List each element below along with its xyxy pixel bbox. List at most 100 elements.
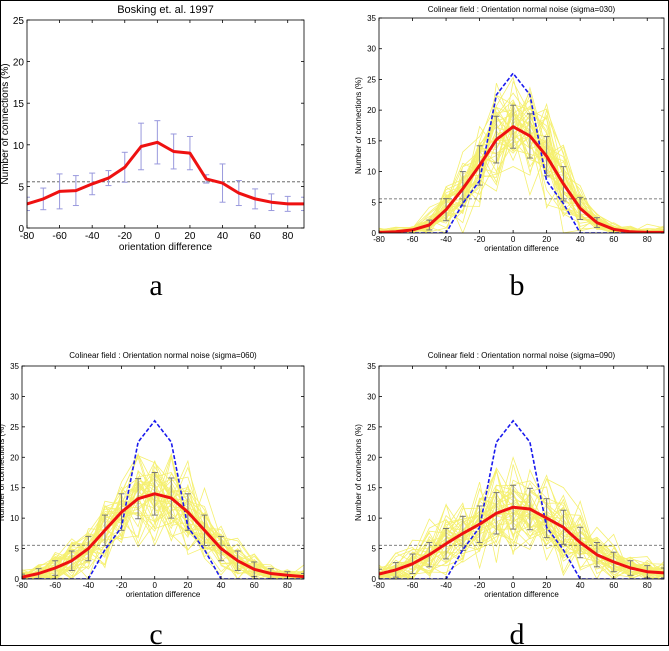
x-tick-label: 40 bbox=[217, 231, 229, 242]
y-tick-label: 20 bbox=[10, 453, 19, 462]
y-axis-label: Number of connections (%) bbox=[0, 424, 6, 521]
sample-curve bbox=[379, 487, 664, 577]
y-tick-label: 20 bbox=[367, 453, 376, 462]
chart-title: Colinear field : Orientation normal nois… bbox=[428, 351, 616, 360]
x-tick-label: 60 bbox=[250, 581, 259, 590]
x-tick-label: -60 bbox=[49, 581, 61, 590]
sample-curve bbox=[22, 486, 304, 579]
mean-line bbox=[379, 125, 664, 233]
y-tick-label: 15 bbox=[10, 484, 19, 493]
x-tick-label: -20 bbox=[118, 231, 133, 242]
y-tick-label: 10 bbox=[367, 514, 376, 523]
y-tick-label: 20 bbox=[367, 106, 376, 115]
sample-curve bbox=[379, 511, 664, 579]
x-tick-label: 60 bbox=[250, 231, 262, 242]
model-line bbox=[22, 419, 304, 579]
panel-a: -80 -60 -40 -20 0 20 40 60 80 0 5 10 15 20 25 Bosking e… bbox=[0, 4, 305, 302]
panel-c: -80 -60 -40 -20 0 20 40 60 80 0 5 10 15 20 25 30 35 Colin… bbox=[0, 351, 305, 651]
plot-area bbox=[27, 120, 304, 212]
x-tick-label: -60 bbox=[52, 231, 67, 242]
x-tick-label: 80 bbox=[282, 231, 294, 242]
y-tick-label: 5 bbox=[18, 182, 24, 193]
sample-curve bbox=[22, 494, 304, 579]
y-tick-label: 5 bbox=[372, 545, 377, 554]
axes-box bbox=[378, 365, 665, 580]
x-tick-label: 20 bbox=[542, 581, 551, 590]
x-tick-label: -60 bbox=[407, 581, 419, 590]
x-tick-label: -80 bbox=[16, 581, 28, 590]
y-tick-label: 5 bbox=[15, 545, 20, 554]
axes-box bbox=[21, 365, 305, 580]
x-tick-label: 40 bbox=[576, 235, 585, 244]
x-tick-label: 80 bbox=[643, 581, 652, 590]
x-axis-label: orientation difference bbox=[484, 590, 559, 599]
x-tick-label: 20 bbox=[542, 235, 551, 244]
y-tick-label: 25 bbox=[367, 75, 376, 84]
mean-line bbox=[27, 140, 304, 206]
x-tick-label: 0 bbox=[511, 235, 516, 244]
x-tick-label: 0 bbox=[511, 581, 516, 590]
sample-curve bbox=[379, 504, 664, 575]
axes-box bbox=[378, 17, 665, 234]
sample-curve bbox=[22, 452, 304, 577]
plot-area bbox=[379, 71, 664, 233]
x-tick-label: -20 bbox=[474, 581, 486, 590]
panel-letter: d bbox=[510, 618, 525, 646]
y-tick-label: 10 bbox=[13, 141, 25, 152]
y-axis-label: Number of connections (%) bbox=[0, 63, 11, 184]
x-tick-label: 20 bbox=[184, 231, 196, 242]
y-tick-label: 15 bbox=[367, 484, 376, 493]
x-tick-label: 80 bbox=[643, 235, 652, 244]
x-axis-label: orientation difference bbox=[119, 242, 213, 253]
panel-letter: c bbox=[149, 618, 162, 646]
x-tick-label: -40 bbox=[83, 581, 95, 590]
plot-area bbox=[22, 419, 304, 579]
plot-area bbox=[379, 419, 664, 579]
sample-curve bbox=[22, 471, 304, 579]
x-tick-label: -40 bbox=[85, 231, 100, 242]
y-tick-label: 10 bbox=[367, 168, 376, 177]
x-tick-label: 0 bbox=[152, 581, 157, 590]
sample-curve bbox=[379, 92, 664, 233]
y-axis-label: Number of connections (%) bbox=[354, 77, 363, 174]
y-tick-label: 25 bbox=[10, 423, 19, 432]
y-tick-label: 5 bbox=[372, 198, 377, 207]
x-tick-label: -80 bbox=[373, 581, 385, 590]
y-tick-label: 30 bbox=[367, 392, 376, 401]
x-tick-label: 60 bbox=[609, 235, 618, 244]
x-tick-label: 0 bbox=[155, 231, 161, 242]
y-tick-label: 25 bbox=[13, 16, 25, 27]
y-tick-label: 15 bbox=[13, 99, 25, 110]
sample-curve bbox=[22, 483, 304, 579]
y-tick-label: 10 bbox=[10, 514, 19, 523]
mean-line bbox=[22, 492, 304, 579]
y-tick-label: 0 bbox=[15, 575, 20, 584]
sample-curve bbox=[379, 500, 664, 579]
x-tick-label: -20 bbox=[116, 581, 128, 590]
x-tick-label: -40 bbox=[440, 581, 452, 590]
y-axis-label: Number of connections (%) bbox=[354, 424, 363, 521]
y-tick-label: 15 bbox=[367, 137, 376, 146]
y-tick-label: 0 bbox=[18, 224, 24, 235]
y-tick-label: 30 bbox=[367, 45, 376, 54]
sample-curve bbox=[379, 488, 664, 579]
x-tick-label: 40 bbox=[217, 581, 226, 590]
sample-curve bbox=[379, 479, 664, 579]
panel-letter: a bbox=[149, 269, 162, 302]
y-tick-label: 35 bbox=[10, 362, 19, 371]
panel-b: -80 -60 -40 -20 0 20 40 60 80 0 5 10 15 20 25 30 35 Colin… bbox=[354, 5, 665, 302]
y-tick-label: 0 bbox=[372, 575, 377, 584]
x-tick-label: -40 bbox=[440, 235, 452, 244]
x-tick-label: 60 bbox=[609, 581, 618, 590]
chart-title: Colinear field : Orientation normal nois… bbox=[428, 5, 616, 14]
mean-line bbox=[379, 505, 664, 576]
y-tick-label: 25 bbox=[367, 423, 376, 432]
chart-title: Bosking et. al. 1997 bbox=[117, 4, 214, 16]
x-axis-label: orientation difference bbox=[484, 244, 559, 253]
sample-curve bbox=[22, 470, 304, 579]
y-tick-label: 30 bbox=[10, 392, 19, 401]
sample-curve bbox=[379, 485, 664, 579]
sample-curve bbox=[22, 500, 304, 579]
